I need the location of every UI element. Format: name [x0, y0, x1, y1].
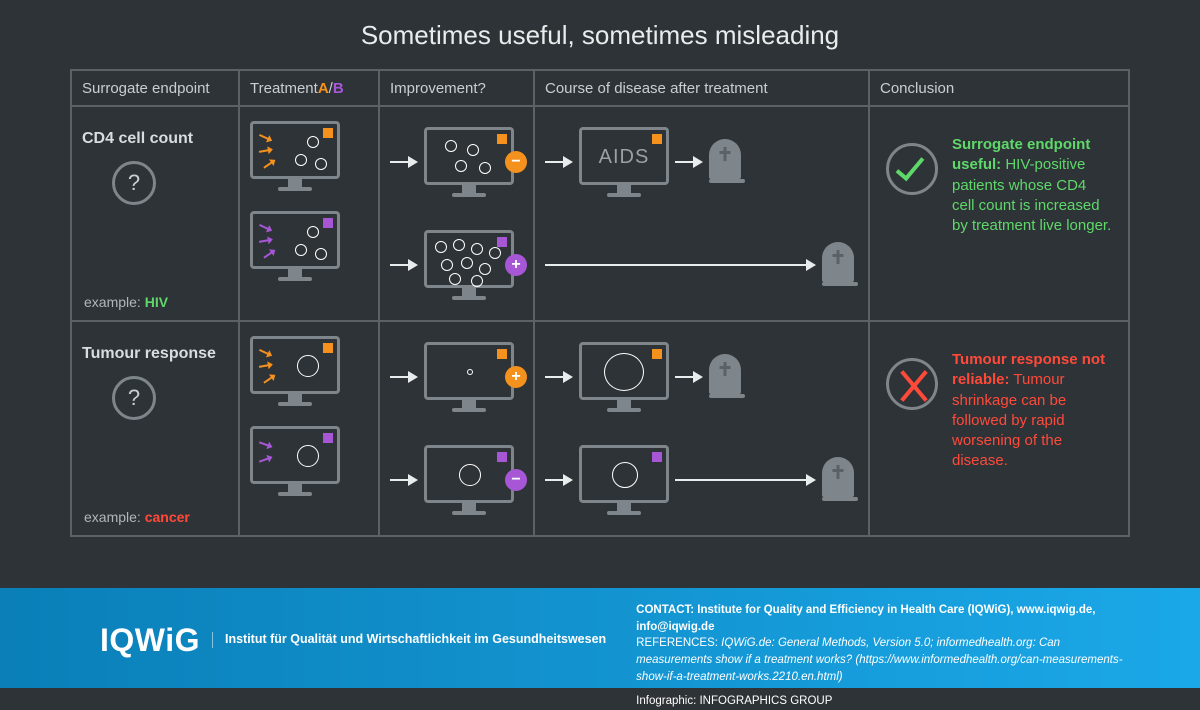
header-treatment: Treatment A / B: [239, 70, 379, 106]
monitor-icon: −: [424, 127, 514, 197]
x-icon: [886, 358, 938, 410]
row1-label: CD4 cell count: [82, 129, 228, 149]
arrow-icon: [390, 155, 418, 169]
row1-surrogate-cell: CD4 cell count ? example: HIV: [71, 106, 239, 321]
logo-subtitle: Institut für Qualität und Wirtschaftlich…: [212, 632, 606, 648]
arrow-icon: [545, 155, 573, 169]
treatment-a-label: A: [318, 80, 329, 97]
tombstone-icon: [709, 139, 745, 185]
header-improvement: Improvement?: [379, 70, 534, 106]
row1-course-cell: AIDS: [534, 106, 869, 321]
tombstone-icon: [822, 242, 858, 288]
arrow-icon: [675, 473, 816, 487]
header-course: Course of disease after treatment: [534, 70, 869, 106]
plus-badge: +: [505, 366, 527, 388]
row2-conclusion-text: Tumour response not reliable: Tumour shr…: [952, 350, 1112, 472]
monitor-icon: [579, 445, 669, 515]
arrow-icon: [390, 473, 418, 487]
aids-label: AIDS: [582, 146, 666, 169]
header-surrogate: Surrogate endpoint: [71, 70, 239, 106]
footer-info: CONTACT: Institute for Quality and Effic…: [636, 602, 1130, 678]
monitor-icon: −: [424, 445, 514, 515]
footer: IQWiG Institut für Qualität und Wirtscha…: [0, 588, 1200, 688]
row1-conclusion-cell: Surrogate endpoint useful: HIV-positive …: [869, 106, 1129, 321]
arrow-icon: [545, 370, 573, 384]
monitor-icon: [250, 121, 340, 191]
page-title: Sometimes useful, sometimes misleading: [70, 20, 1130, 51]
row2-conclusion-cell: Tumour response not reliable: Tumour shr…: [869, 321, 1129, 536]
arrow-icon: [390, 258, 418, 272]
row2-surrogate-cell: Tumour response ? example: cancer: [71, 321, 239, 536]
row2-example: example: cancer: [84, 509, 190, 525]
arrow-icon: [545, 258, 816, 272]
row2-course-cell: [534, 321, 869, 536]
arrow-icon: [675, 155, 703, 169]
tombstone-icon: [822, 457, 858, 503]
row2-treatment-cell: [239, 321, 379, 536]
arrow-icon: [545, 473, 573, 487]
header-conclusion: Conclusion: [869, 70, 1129, 106]
row1-conclusion-text: Surrogate endpoint useful: HIV-positive …: [952, 135, 1112, 236]
monitor-icon: AIDS: [579, 127, 669, 197]
monitor-icon: [250, 336, 340, 406]
tombstone-icon: [709, 354, 745, 400]
row2-improvement-cell: + −: [379, 321, 534, 536]
question-icon: ?: [112, 161, 156, 205]
question-icon: ?: [112, 376, 156, 420]
minus-badge: −: [505, 151, 527, 173]
infographic-table: Surrogate endpoint Treatment A / B Impro…: [70, 69, 1130, 537]
row1-improvement-cell: −: [379, 106, 534, 321]
check-icon: [886, 143, 938, 195]
monitor-icon: [250, 211, 340, 281]
plus-badge: +: [505, 254, 527, 276]
arrow-icon: [390, 370, 418, 384]
logo: IQWiG Institut für Qualität und Wirtscha…: [100, 602, 606, 678]
monitor-icon: [250, 426, 340, 496]
row1-treatment-cell: [239, 106, 379, 321]
row2-label: Tumour response: [82, 344, 228, 364]
arrow-icon: [675, 370, 703, 384]
minus-badge: −: [505, 469, 527, 491]
monitor-icon: +: [424, 230, 514, 300]
monitor-icon: +: [424, 342, 514, 412]
row1-example: example: HIV: [84, 294, 168, 310]
monitor-icon: [579, 342, 669, 412]
treatment-b-label: B: [333, 80, 344, 97]
